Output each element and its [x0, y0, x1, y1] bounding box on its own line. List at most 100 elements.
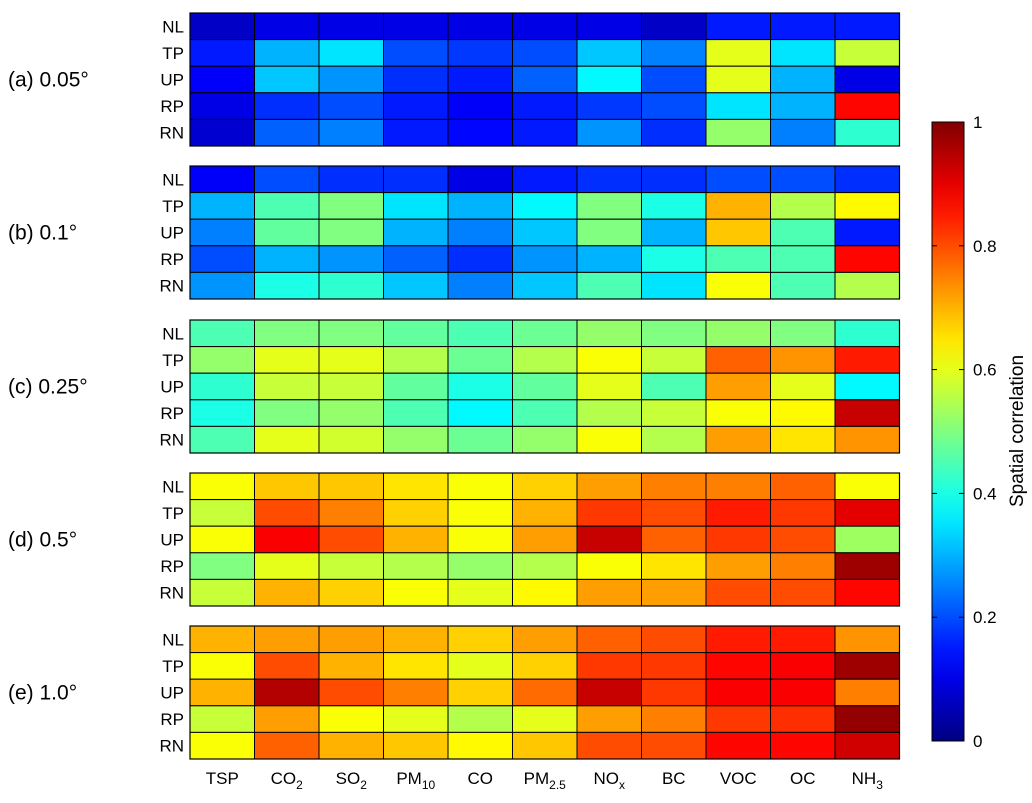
heatmap-cell: [189, 625, 255, 654]
panel-label: (c) 0.25°: [8, 376, 88, 399]
heatmap-cell: [318, 372, 384, 401]
heatmap-cell: [834, 472, 900, 501]
heatmap-cell: [705, 499, 771, 527]
heatmap-cell: [705, 578, 771, 607]
heatmap-cell: [705, 552, 771, 580]
heatmap-cell: [834, 399, 900, 427]
column-label: PM2.5: [524, 769, 567, 792]
heatmap-cell: [512, 92, 578, 120]
heatmap-cell: [641, 731, 707, 760]
row-label: RN: [159, 737, 184, 756]
heatmap-cell: [641, 92, 707, 120]
heatmap-cell: [834, 245, 900, 273]
heatmap-cell: [512, 731, 578, 760]
row-label: TP: [162, 44, 184, 63]
heatmap-cell: [254, 165, 320, 194]
heatmap-cell: [641, 705, 707, 733]
heatmap-cell: [770, 165, 836, 194]
heatmap-cell: [254, 319, 320, 348]
heatmap-cell: [641, 12, 707, 41]
heatmap-cell: [576, 39, 642, 67]
heatmap-cell: [254, 245, 320, 273]
heatmap-cell: [576, 165, 642, 194]
heatmap-cell: [254, 372, 320, 401]
row-label: RN: [159, 584, 184, 603]
heatmap-cell: [189, 472, 255, 501]
row-label: RP: [160, 557, 184, 576]
heatmap-cell: [512, 346, 578, 374]
heatmap-cell: [318, 118, 384, 147]
heatmap-cell: [189, 399, 255, 427]
heatmap-cell: [834, 319, 900, 348]
heatmap-cell: [576, 92, 642, 120]
heatmap-cell: [254, 425, 320, 454]
row-label: NL: [162, 477, 184, 496]
column-labels: TSP CO2 SO2 PM10 CO PM2.5 NOx BC VOC OC NH3: [206, 769, 883, 792]
heatmap-cell: [189, 319, 255, 348]
heatmap-cell: [383, 12, 449, 41]
heatmap-cell: [318, 578, 384, 607]
heatmap-cell: [770, 118, 836, 147]
heatmap-cell: [447, 425, 513, 454]
heatmap-cell: [318, 346, 384, 374]
row-label: TP: [162, 504, 184, 523]
heatmap-cell: [576, 245, 642, 273]
heatmap-cell: [770, 12, 836, 41]
heatmap-cell: [576, 118, 642, 147]
heatmap-cell: [641, 39, 707, 67]
heatmap-cell: [512, 319, 578, 348]
panel: NL TP UP RP RN (a) 0.05°: [8, 12, 901, 147]
heatmap-cell: [705, 39, 771, 67]
colorbar-tick-label: 0.4: [973, 484, 997, 503]
heatmap-cell: [834, 525, 900, 554]
heatmap-cell: [834, 499, 900, 527]
heatmap-cell: [383, 118, 449, 147]
heatmap-cell: [383, 425, 449, 454]
heatmap-cell: [512, 678, 578, 707]
heatmap-cell: [189, 372, 255, 401]
heatmap-cell: [254, 499, 320, 527]
heatmap-cell: [318, 399, 384, 427]
heatmap-cell: [447, 499, 513, 527]
heatmap-cell: [189, 578, 255, 607]
heatmap-cell: [576, 652, 642, 680]
colorbar-ticks: 0 0.2 0.4 0.6 0.8 1: [932, 113, 997, 751]
heatmap-cell: [705, 705, 771, 733]
heatmap-cell: [447, 12, 513, 41]
heatmap-cell: [447, 372, 513, 401]
heatmap-cell: [383, 625, 449, 654]
heatmap-cell: [254, 399, 320, 427]
heatmap-cell: [641, 192, 707, 220]
heatmap-cell: [447, 92, 513, 120]
heatmap-cell: [447, 399, 513, 427]
heatmap-cell: [576, 218, 642, 247]
heatmap-cell: [576, 372, 642, 401]
heatmap-cell: [576, 271, 642, 300]
heatmap-cell: [641, 625, 707, 654]
heatmap-cell: [318, 625, 384, 654]
heatmap-cell: [383, 731, 449, 760]
colorbar-gradient: [931, 121, 965, 742]
heatmap-cell: [447, 472, 513, 501]
heatmap-cell: [447, 118, 513, 147]
heatmap-cell: [512, 12, 578, 41]
row-label: NL: [162, 324, 184, 343]
heatmap-cell: [189, 425, 255, 454]
panel-frame: [189, 165, 901, 300]
heatmap-cell: [641, 499, 707, 527]
heatmap-cell: [705, 165, 771, 194]
heatmap-cell: [512, 499, 578, 527]
row-label: RP: [160, 404, 184, 423]
heatmap-cell: [512, 552, 578, 580]
column-label: NH3: [852, 769, 884, 792]
colorbar-tick-label: 1: [973, 113, 982, 132]
panel-frame: [189, 12, 901, 147]
heatmap-cell: [318, 271, 384, 300]
heatmap-cell: [770, 192, 836, 220]
heatmap-cell: [770, 525, 836, 554]
heatmap-cell: [512, 472, 578, 501]
heatmap-cell: [705, 678, 771, 707]
heatmap-cell: [189, 678, 255, 707]
heatmap-cell: [383, 192, 449, 220]
heatmap-cell: [189, 552, 255, 580]
